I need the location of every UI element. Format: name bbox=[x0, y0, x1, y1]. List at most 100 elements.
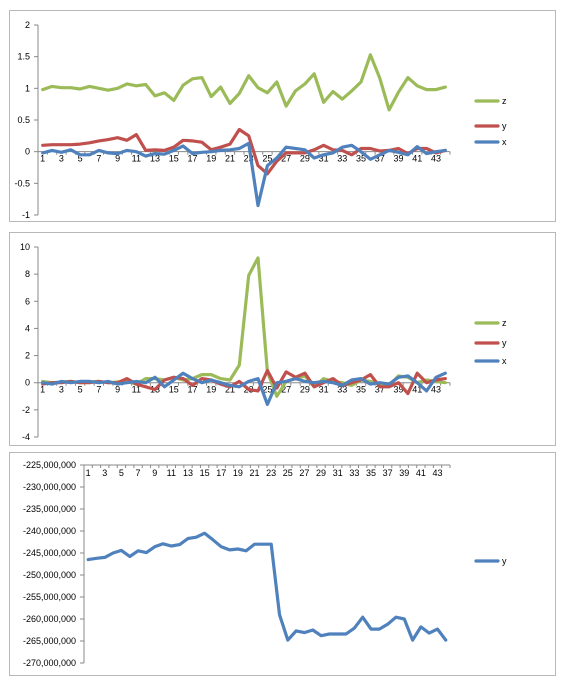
chart-panel-3: -225,000,000 -230,000,000 -235,000,000 -240… bbox=[9, 452, 556, 676]
x-tick-label: 7 bbox=[96, 154, 101, 164]
y-tick-label: -265,000,000 bbox=[23, 636, 76, 646]
x-tick-label: 5 bbox=[119, 468, 124, 478]
chart-panel-1: 2 1.5 1 0.5 0 -0.5 -1 1 3 5 7 9 11 13 15 17 19 21 23 25 27 29… bbox=[9, 10, 556, 222]
x-tick-label: 41 bbox=[412, 154, 422, 164]
x-tick-label: 11 bbox=[167, 468, 176, 478]
y-tick-label: -240,000,000 bbox=[23, 526, 76, 536]
x-tick-label: 39 bbox=[393, 385, 403, 395]
chart-1-svg: 21.510.50-0.5-11 3 5 7 9 11 13 15 17 19 21 23 25 27 29… bbox=[14, 20, 507, 220]
x-tick-label: 19 bbox=[206, 154, 216, 164]
x-tick-label: 25 bbox=[262, 154, 272, 164]
legend-label-x: x bbox=[502, 137, 507, 147]
x-tick-label: 15 bbox=[200, 468, 210, 478]
y-tick-label: 2 bbox=[25, 20, 30, 30]
x-tick-label: 9 bbox=[115, 154, 120, 164]
x-tick-label: 27 bbox=[281, 154, 291, 164]
legend-label-y: y bbox=[502, 338, 507, 348]
x-tick-label: 43 bbox=[431, 385, 441, 395]
x-tick-label: 35 bbox=[356, 154, 366, 164]
series-line-y bbox=[86, 531, 448, 642]
x-tick-label: 11 bbox=[132, 154, 141, 164]
legend-label-z: z bbox=[502, 96, 507, 106]
y-tick-label: 2 bbox=[25, 351, 30, 361]
x-tick-label: 19 bbox=[206, 385, 216, 395]
x-tick-label: 33 bbox=[337, 154, 347, 164]
y-tick-label: 0 bbox=[25, 147, 30, 157]
x-tick-label: 1 bbox=[86, 468, 91, 478]
x-tick-label: 29 bbox=[300, 385, 310, 395]
x-tick-label: 25 bbox=[262, 385, 272, 395]
x-tick-label: 31 bbox=[319, 385, 329, 395]
x-tick-label: 37 bbox=[383, 468, 393, 478]
y-tick-label: -245,000,000 bbox=[23, 548, 76, 558]
x-tick-label: 19 bbox=[233, 468, 243, 478]
x-tick-label: 35 bbox=[356, 385, 366, 395]
x-tick-label: 41 bbox=[416, 468, 426, 478]
x-tick-label: 37 bbox=[375, 154, 385, 164]
y-tick-label: 1.5 bbox=[17, 52, 30, 62]
x-tick-label: 31 bbox=[333, 468, 343, 478]
y-tick-label: -4 bbox=[22, 432, 30, 442]
y-tick-label: 0.5 bbox=[17, 115, 30, 125]
x-tick-label: 27 bbox=[299, 468, 309, 478]
y-tick-label: -2 bbox=[22, 405, 30, 415]
x-tick-label: 3 bbox=[59, 385, 64, 395]
x-tick-label: 7 bbox=[136, 468, 141, 478]
x-tick-label: 23 bbox=[244, 154, 254, 164]
y-tick-label: 8 bbox=[25, 269, 30, 279]
y-tick-label: -270,000,000 bbox=[23, 658, 76, 668]
series-line-x bbox=[41, 371, 447, 406]
x-tick-label: 15 bbox=[169, 385, 179, 395]
x-tick-label: 13 bbox=[183, 468, 193, 478]
x-tick-label: 41 bbox=[412, 385, 422, 395]
x-tick-label: 17 bbox=[187, 385, 197, 395]
x-tick-label: 17 bbox=[216, 468, 226, 478]
y-tick-label: -0.5 bbox=[14, 178, 30, 188]
y-tick-label: -260,000,000 bbox=[23, 614, 76, 624]
y-tick-label: -1 bbox=[22, 210, 30, 220]
legend-label-y: y bbox=[502, 556, 507, 566]
x-tick-label: 13 bbox=[150, 154, 160, 164]
x-tick-label: 17 bbox=[187, 154, 197, 164]
x-tick-label: 43 bbox=[431, 154, 441, 164]
x-tick-label: 37 bbox=[375, 385, 385, 395]
y-tick-label: -255,000,000 bbox=[23, 592, 76, 602]
series-line-z bbox=[41, 256, 447, 398]
x-tick-label: 21 bbox=[225, 385, 235, 395]
x-tick-label: 27 bbox=[281, 385, 291, 395]
y-tick-label: 4 bbox=[25, 323, 30, 333]
y-tick-label: -230,000,000 bbox=[23, 482, 76, 492]
x-tick-label: 11 bbox=[132, 385, 141, 395]
x-tick-label: 21 bbox=[250, 468, 260, 478]
chart-panel-2: 10 8 6 4 2 0 -2 -4 1 3 5 7 9 11 13 15 17 19 21 23 25 27 29 31 33… bbox=[9, 232, 556, 446]
x-tick-label: 33 bbox=[349, 468, 359, 478]
y-tick-label: 1 bbox=[25, 83, 30, 93]
y-tick-label: 6 bbox=[25, 296, 30, 306]
series-line-y bbox=[41, 127, 447, 176]
x-tick-label: 23 bbox=[266, 468, 276, 478]
chart-3-svg: -225,000,000 -230,000,000 -235,000,000 -240… bbox=[23, 460, 507, 668]
y-tick-label: 10 bbox=[20, 242, 30, 252]
series-line-x bbox=[41, 141, 447, 208]
x-tick-label: 9 bbox=[152, 468, 157, 478]
x-tick-label: 15 bbox=[169, 154, 179, 164]
x-tick-label: 9 bbox=[115, 385, 120, 395]
x-tick-label: 1 bbox=[40, 385, 45, 395]
x-tick-label: 5 bbox=[78, 385, 83, 395]
legend-label-x: x bbox=[502, 356, 507, 366]
y-tick-label: -235,000,000 bbox=[23, 504, 76, 514]
x-tick-label: 35 bbox=[366, 468, 376, 478]
y-tick-label: 0 bbox=[25, 378, 30, 388]
x-tick-label: 29 bbox=[300, 154, 310, 164]
x-tick-label: 3 bbox=[102, 468, 107, 478]
x-tick-label: 39 bbox=[393, 154, 403, 164]
x-tick-label: 33 bbox=[337, 385, 347, 395]
y-tick-label: -250,000,000 bbox=[23, 570, 76, 580]
x-tick-label: 25 bbox=[283, 468, 293, 478]
legend-label-y: y bbox=[502, 121, 507, 131]
x-tick-label: 1 bbox=[40, 154, 45, 164]
legend-label-z: z bbox=[502, 318, 507, 328]
x-tick-label: 5 bbox=[78, 154, 83, 164]
x-tick-label: 7 bbox=[96, 385, 101, 395]
